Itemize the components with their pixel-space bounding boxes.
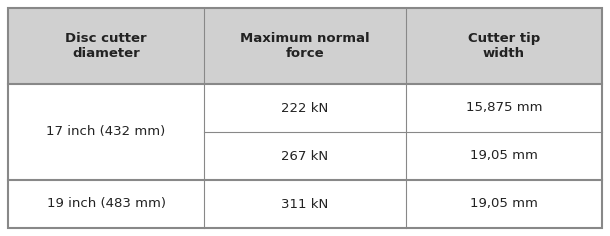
Text: Maximum normal
force: Maximum normal force xyxy=(240,32,370,60)
Text: 267 kN: 267 kN xyxy=(281,149,329,163)
Bar xyxy=(8,8,602,84)
Text: Disc cutter
diameter: Disc cutter diameter xyxy=(65,32,147,60)
Text: 15,875 mm: 15,875 mm xyxy=(466,101,542,114)
Text: 19,05 mm: 19,05 mm xyxy=(470,198,538,211)
Text: 19,05 mm: 19,05 mm xyxy=(470,149,538,163)
Text: 17 inch (432 mm): 17 inch (432 mm) xyxy=(46,126,166,139)
Text: Cutter tip
width: Cutter tip width xyxy=(468,32,540,60)
Text: 19 inch (483 mm): 19 inch (483 mm) xyxy=(46,198,165,211)
Text: 222 kN: 222 kN xyxy=(281,101,329,114)
Bar xyxy=(8,84,602,228)
Text: 311 kN: 311 kN xyxy=(281,198,329,211)
